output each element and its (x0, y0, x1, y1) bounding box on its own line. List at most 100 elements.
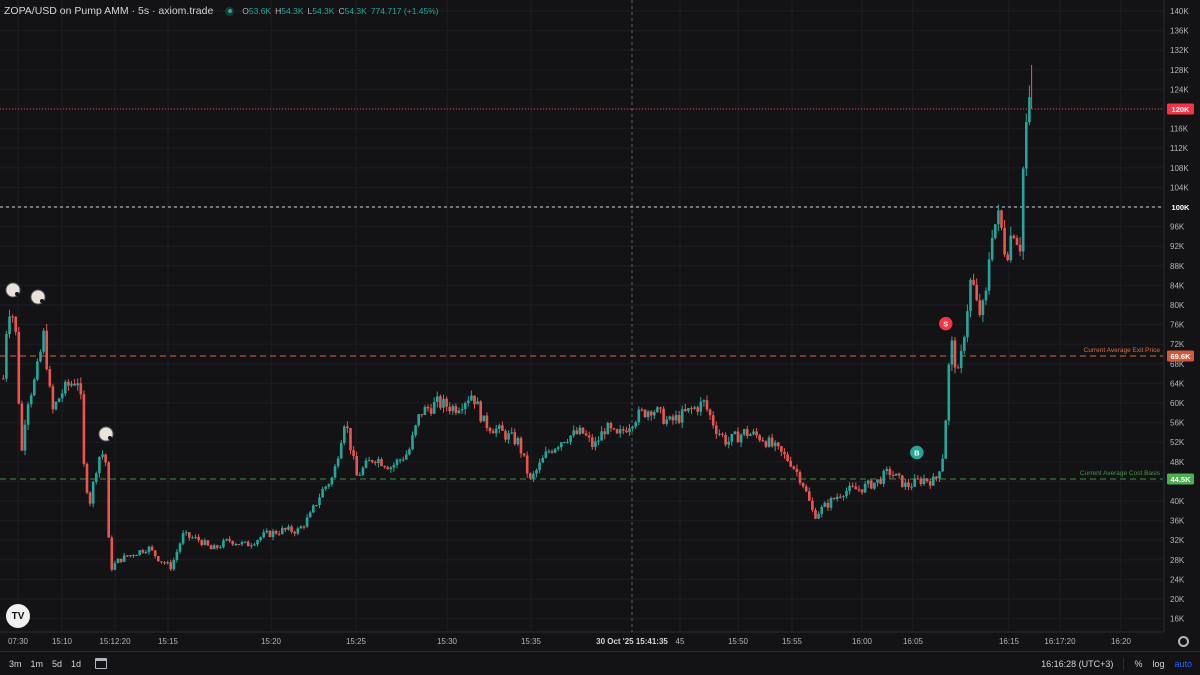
symbol-title[interactable]: ZOPA/USD on Pump AMM · 5s · axiom.trade (4, 5, 214, 17)
candle-body (742, 429, 746, 435)
candle-body (907, 482, 910, 488)
candle-body (498, 425, 501, 429)
candle-body (327, 484, 331, 487)
y-tick-label: 52K (1170, 438, 1185, 447)
y-tick-label: 20K (1170, 595, 1185, 604)
candle-body (631, 426, 634, 429)
y-tick-label: 64K (1170, 379, 1185, 388)
candle-body (14, 316, 17, 332)
candle-body (702, 400, 706, 402)
x-tick-label: 16:15 (999, 637, 1020, 646)
candle-body (284, 527, 287, 530)
percent-toggle[interactable]: % (1134, 658, 1143, 669)
candle-body (268, 530, 272, 537)
candle-body (281, 527, 284, 534)
timeframe-1d-button[interactable]: 1d (71, 658, 82, 669)
candle-body (246, 541, 250, 547)
candle-body (51, 386, 55, 410)
candle-body (851, 485, 854, 487)
candle-body (206, 540, 210, 546)
candle-body (665, 419, 668, 424)
candle-body (764, 441, 768, 447)
settings-gear-icon[interactable] (1178, 636, 1189, 647)
x-tick-label: 16:20 (1111, 637, 1132, 646)
clock-readout[interactable]: 16:16:28 (UTC+3) (1041, 658, 1114, 669)
trader-avatar-badge (108, 436, 112, 440)
candle-body (144, 552, 148, 554)
timeframe-3m-button[interactable]: 3m (9, 658, 22, 669)
candle-body (891, 475, 895, 477)
timeframe-5d-button[interactable]: 5d (52, 658, 63, 669)
candle-body (243, 541, 247, 543)
candle-body (522, 453, 526, 456)
candle-body (733, 431, 737, 434)
y-tick-label: 56K (1170, 419, 1185, 428)
x-tick-label: 15:15 (158, 637, 179, 646)
price-axis-label: 69.6K (1170, 352, 1191, 361)
candle-body (11, 316, 14, 318)
candle-body (343, 426, 346, 444)
candle-body (653, 412, 656, 416)
candle-body (113, 563, 117, 570)
candle-body (470, 395, 473, 401)
candle-body (488, 428, 492, 432)
price-chart[interactable]: 140K 136K 132K 128K 124K 120K 116K 112K 108K 104K… (0, 0, 1200, 651)
candle-body (308, 512, 312, 518)
candle-body (88, 492, 92, 504)
candle-body (897, 473, 901, 476)
ohlc-readout: O53.6K H54.3K L54.3K C54.3K 774.717 (+1.… (242, 6, 438, 16)
candle-body (20, 403, 24, 451)
candle-body (290, 526, 293, 532)
candle-body (163, 562, 166, 564)
candle-body (854, 486, 858, 490)
candle-body (950, 340, 954, 365)
candle-body (928, 481, 932, 486)
candle-body (405, 454, 408, 460)
candle-body (879, 479, 882, 484)
candle-body (358, 474, 362, 476)
candle-body (628, 428, 631, 433)
candle-body (374, 461, 377, 464)
candle-body (79, 383, 83, 395)
log-toggle[interactable]: log (1152, 658, 1165, 669)
timeframe-1m-button[interactable]: 1m (30, 658, 44, 669)
y-tick-label: 116K (1170, 125, 1189, 134)
y-tick-label: 92K (1170, 242, 1185, 251)
candle-body (680, 409, 684, 423)
candle-body (460, 409, 464, 411)
candle-body (767, 437, 771, 447)
tradingview-logo[interactable]: TV (6, 604, 30, 628)
y-tick-label: 72K (1170, 340, 1185, 349)
auto-scale-toggle[interactable]: auto (1174, 658, 1192, 669)
candle-body (339, 443, 343, 459)
candle-body (885, 469, 889, 471)
candle-body (708, 409, 712, 416)
price-axis-label-bg (1166, 201, 1195, 213)
x-tick-label: 16:05 (903, 637, 924, 646)
candle-body (485, 415, 489, 429)
candle-body (271, 530, 275, 537)
candle-body (212, 545, 216, 550)
candle-body (448, 406, 451, 412)
candle-body (777, 442, 780, 447)
candle-body (944, 420, 947, 459)
candle-body (302, 526, 306, 528)
candle-body (569, 435, 572, 442)
y-tick-label: 48K (1170, 458, 1185, 467)
candle-body (625, 430, 628, 433)
calendar-icon[interactable] (95, 658, 108, 669)
candle-body (786, 454, 789, 461)
candle-body (228, 539, 231, 541)
bottom-right-controls: 16:16:28 (UTC+3) % log auto (1041, 657, 1192, 670)
divider (1123, 657, 1125, 670)
candle-body (26, 404, 30, 425)
candle-body (798, 472, 802, 483)
candle-body (454, 405, 458, 413)
candle-body (197, 536, 200, 541)
candle-body (578, 427, 582, 434)
candle-body (104, 454, 107, 463)
y-tick-label: 136K (1170, 27, 1189, 36)
candle-body (773, 442, 777, 447)
candle-body (711, 415, 715, 426)
